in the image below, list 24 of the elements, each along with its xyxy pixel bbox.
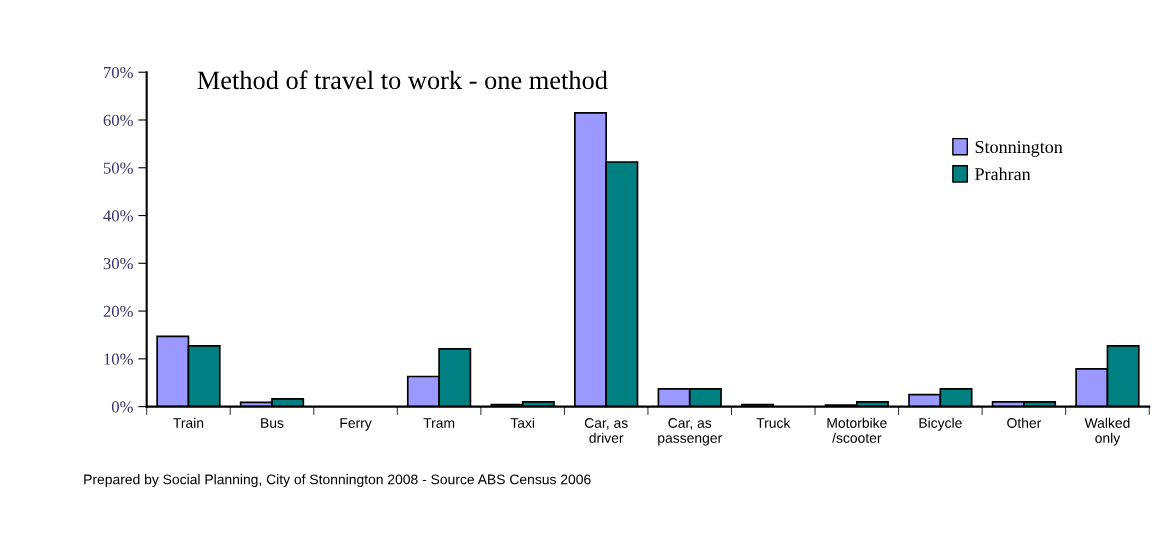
chart-title: Method of travel to work - one method [197,70,608,90]
x-tick-label: Ferry [340,418,372,431]
y-tick-label: 60% [103,114,133,126]
x-tick-label: Train [173,417,204,428]
y-tick-label: 10% [104,353,133,365]
x-tick-label: Motorbike /scooter [827,417,887,443]
x-tick-label: Walked only [1084,417,1130,446]
x-tick-label: Other [1007,417,1042,428]
y-tick-label: 0% [111,401,133,413]
x-tick-label: Car, as driver [584,418,628,443]
legend-label: Stonnington [975,140,1063,157]
y-tick-label: 50% [103,162,133,174]
y-tick-label: 30% [103,258,133,270]
text: Prepared by Social Planning, City of Stonnington 2008 - Source ABS Census 2006 [84,474,591,488]
y-tick-label: 20% [103,305,133,318]
legend-label: Prahran [975,167,1031,181]
y-tick-label: 40% [103,210,133,222]
x-tick-label: Bicycle [919,417,962,431]
x-tick-label: Bus [261,418,284,428]
y-tick-label: 70% [104,66,133,79]
x-tick-label: Car, as passenger [658,418,722,446]
x-tick-label: Taxi [510,417,535,428]
x-tick-label: Truck [756,417,791,428]
x-tick-label: Tram [423,418,455,428]
